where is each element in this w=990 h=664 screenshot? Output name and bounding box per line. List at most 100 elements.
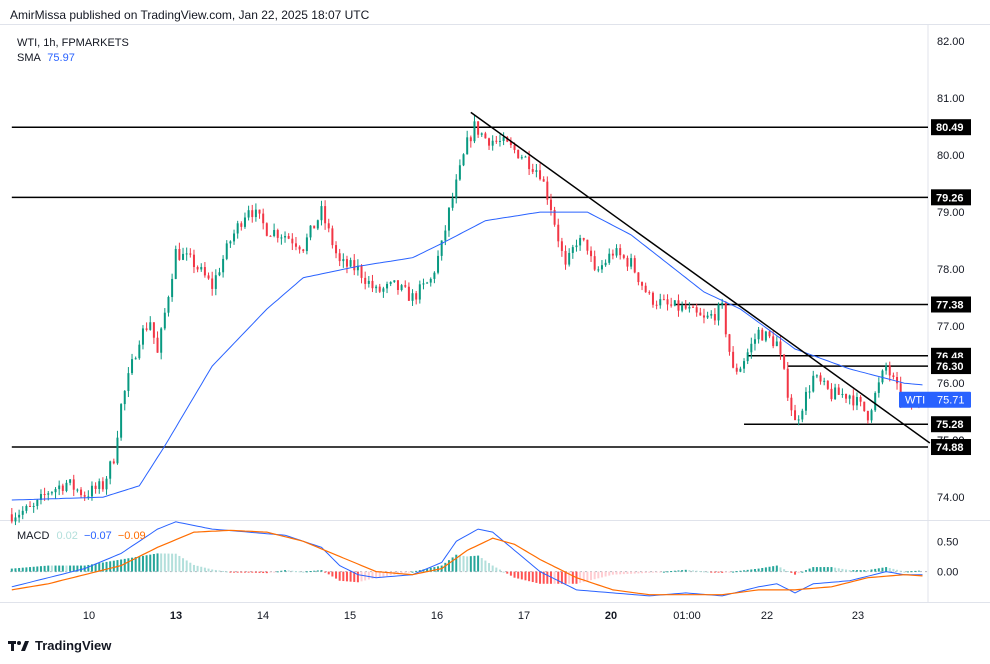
macd-histogram-bar <box>495 567 498 572</box>
macd-histogram-bar <box>837 568 840 572</box>
candle-body <box>200 267 203 270</box>
candle-body <box>626 257 629 267</box>
candle-body <box>61 485 64 491</box>
macd-histogram-bar <box>775 565 778 572</box>
candle-body <box>488 138 491 146</box>
candle-body <box>681 305 684 311</box>
candle-body <box>375 286 378 289</box>
macd-histogram-bar <box>644 571 647 574</box>
macd-histogram-bar <box>287 570 290 572</box>
candle-body <box>98 481 101 489</box>
macd-histogram-bar <box>513 571 516 578</box>
candle-body <box>356 265 359 271</box>
macd-histogram-bar <box>812 567 815 572</box>
macd-histogram-bar <box>214 569 217 572</box>
macd-histogram-bar <box>418 570 421 572</box>
tradingview-footer[interactable]: TradingView <box>8 638 111 653</box>
candle-body <box>10 514 13 522</box>
candle-body <box>229 241 232 244</box>
macd-histogram-bar <box>101 562 104 572</box>
macd-histogram-bar <box>94 563 97 572</box>
macd-histogram-bar <box>39 566 42 572</box>
macd-signal-value: −0.09 <box>117 530 146 542</box>
candle-body <box>152 322 155 338</box>
candle-body <box>502 137 505 141</box>
candle-body <box>415 293 418 300</box>
macd-histogram-bar <box>109 561 112 572</box>
macd-histogram-bar <box>560 571 563 584</box>
candle-body <box>276 230 279 238</box>
macd-histogram-bar <box>917 570 920 572</box>
candle-body <box>600 265 603 270</box>
macd-histogram-bar <box>542 571 545 584</box>
candle-body <box>298 246 301 250</box>
candle-body <box>692 306 695 308</box>
price-tick-label: 77.00 <box>937 321 965 333</box>
macd-histogram-bar <box>677 570 680 572</box>
macd-histogram-bar <box>859 570 862 572</box>
macd-histogram-bar <box>400 571 403 574</box>
macd-histogram-bar <box>808 568 811 572</box>
candle-body <box>593 256 596 270</box>
macd-histogram-bar <box>651 571 654 573</box>
candle-body <box>881 370 884 383</box>
macd-histogram-bar <box>892 568 895 572</box>
macd-histogram-bar <box>87 564 90 572</box>
macd-histogram-bar <box>58 565 61 572</box>
price-tick-label: 82.00 <box>937 36 965 48</box>
macd-histogram-bar <box>116 560 119 572</box>
macd-histogram-bar <box>302 571 305 573</box>
candle-body <box>535 170 538 172</box>
candle-body <box>775 341 778 347</box>
macd-histogram-bar <box>790 571 793 573</box>
candle-body <box>484 133 487 139</box>
macd-histogram-bar <box>590 571 593 581</box>
macd-histogram-bar <box>579 571 582 583</box>
candle-body <box>353 260 356 271</box>
candle-body <box>706 315 709 318</box>
candle-body <box>845 393 848 399</box>
tradingview-brand: TradingView <box>35 638 112 653</box>
main-legend: WTI, 1h, FPMARKETS SMA 75.97 <box>17 36 129 66</box>
macd-histogram-bar <box>415 570 418 572</box>
macd-histogram-bar <box>112 560 115 572</box>
candle-body <box>524 156 527 158</box>
macd-histogram-bar <box>491 565 494 572</box>
candle-body <box>214 275 217 289</box>
candle-body <box>364 277 367 284</box>
candle-body <box>644 285 647 293</box>
candle-body <box>120 404 123 438</box>
macd-histogram-bar <box>772 566 775 572</box>
time-tick-label: 16 <box>431 610 443 622</box>
candle-body <box>225 243 228 259</box>
candle-body <box>579 238 582 246</box>
macd-histogram-bar <box>225 571 228 573</box>
candle-body <box>819 375 822 382</box>
candle-body <box>753 339 756 344</box>
candle-body <box>360 265 363 278</box>
candle-body <box>724 302 727 335</box>
candle-body <box>83 495 86 497</box>
candle-body <box>174 248 177 279</box>
macd-histogram-bar <box>65 565 68 572</box>
candle-body <box>32 505 35 507</box>
macd-histogram-bar <box>622 571 625 575</box>
candle-body <box>284 236 287 238</box>
macd-histogram-bar <box>877 568 880 572</box>
macd-histogram-bar <box>910 571 913 573</box>
macd-histogram-bar <box>732 571 735 573</box>
candle-body <box>327 223 330 229</box>
candle-body <box>655 304 658 306</box>
candle-body <box>491 140 494 146</box>
candle-body <box>302 249 305 252</box>
candle-body <box>386 283 389 289</box>
macd-histogram-bar <box>753 569 756 572</box>
candle-body <box>236 223 239 234</box>
macd-histogram-bar <box>378 571 381 578</box>
candle-body <box>892 375 895 378</box>
macd-histogram-bar <box>743 570 746 572</box>
macd-histogram-bar <box>855 570 858 572</box>
macd-histogram-bar <box>149 554 152 572</box>
candle-body <box>320 206 323 221</box>
